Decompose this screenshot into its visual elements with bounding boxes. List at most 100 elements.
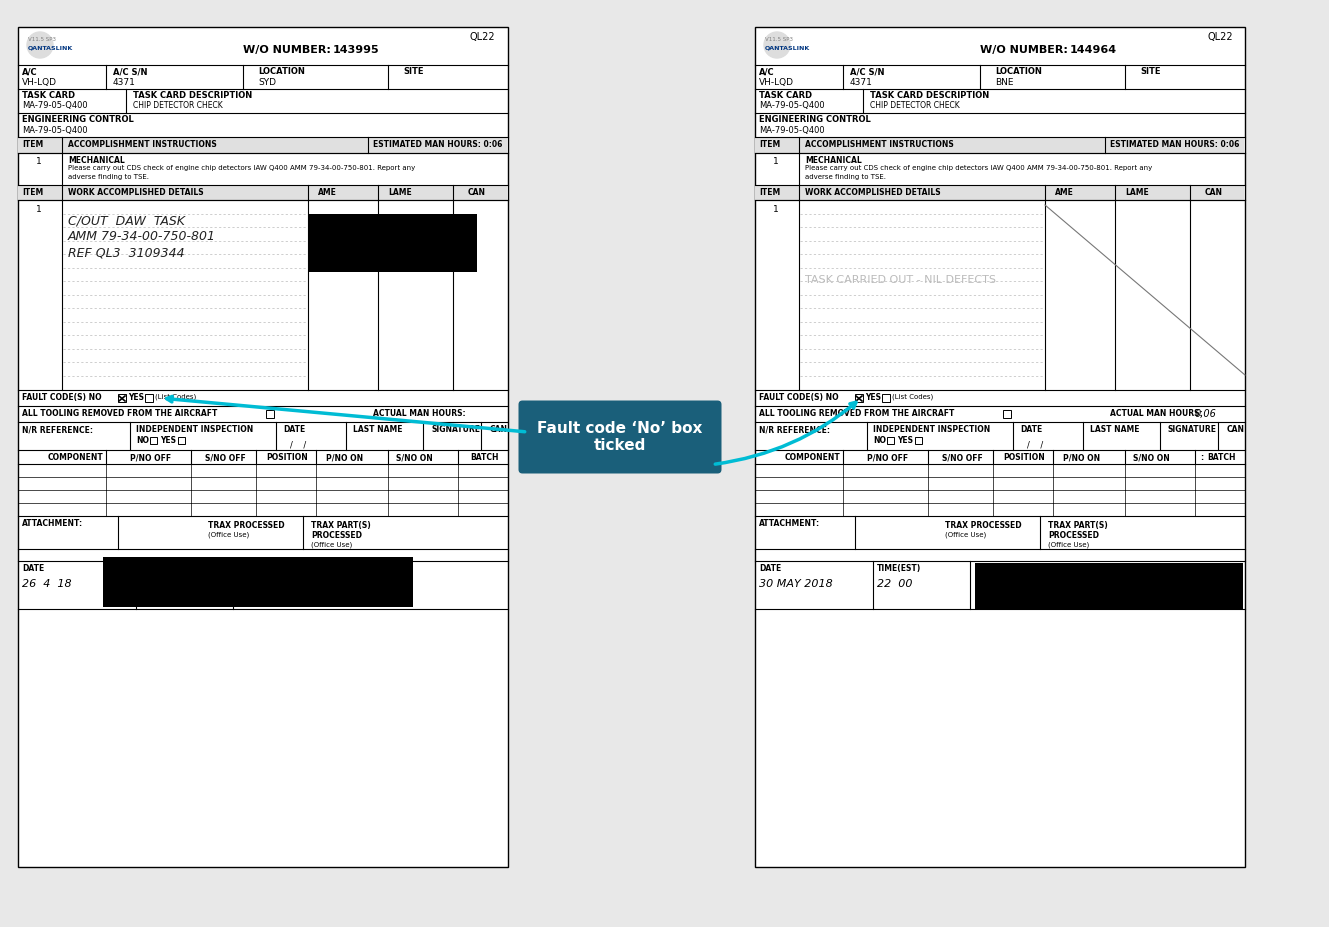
Text: ITEM: ITEM <box>23 140 44 149</box>
Text: MA-79-05-Q400: MA-79-05-Q400 <box>759 126 824 135</box>
Text: TRAX PART(S): TRAX PART(S) <box>311 521 371 530</box>
FancyBboxPatch shape <box>518 400 722 474</box>
Text: ESTIMATED MAN HOURS: 0:06: ESTIMATED MAN HOURS: 0:06 <box>373 140 502 149</box>
Bar <box>886 437 894 444</box>
Text: A/C: A/C <box>759 67 775 76</box>
Text: ALL TOOLING REMOVED FROM THE AIRCRAFT: ALL TOOLING REMOVED FROM THE AIRCRAFT <box>759 409 954 418</box>
Text: QL22: QL22 <box>470 32 496 42</box>
Bar <box>145 394 153 402</box>
Text: A/C S/N: A/C S/N <box>851 67 885 76</box>
Text: LAME: LAME <box>1126 188 1148 197</box>
Text: W/O NUMBER:: W/O NUMBER: <box>979 45 1069 55</box>
Text: REF QL3  3109344: REF QL3 3109344 <box>68 246 185 259</box>
Text: 1: 1 <box>773 205 779 214</box>
Text: 143995: 143995 <box>334 45 380 55</box>
Text: TIME(EST): TIME(EST) <box>877 564 921 573</box>
Bar <box>266 410 274 418</box>
Text: P/NO OFF: P/NO OFF <box>867 453 908 462</box>
Text: VH-LQD: VH-LQD <box>759 78 793 87</box>
Text: ENGINEERING CONTROL: ENGINEERING CONTROL <box>23 115 134 124</box>
Text: ACTUAL MAN HOURS:: ACTUAL MAN HOURS: <box>373 409 465 418</box>
Bar <box>975 563 1243 609</box>
Text: Please carry out CDS check of engine chip detectors IAW Q400 AMM 79-34-00-750-80: Please carry out CDS check of engine chi… <box>68 165 415 171</box>
Text: INDEPENDENT INSPECTION: INDEPENDENT INSPECTION <box>136 425 254 434</box>
Text: MECHANICAL: MECHANICAL <box>805 156 861 165</box>
Text: P/NO ON: P/NO ON <box>1063 453 1100 462</box>
Text: SIGNATURE: SIGNATURE <box>975 564 1025 573</box>
Bar <box>882 394 890 402</box>
Text: TRAX PROCESSED: TRAX PROCESSED <box>209 521 284 530</box>
Text: A/C S/N: A/C S/N <box>113 67 148 76</box>
Text: Please carry out CDS check of engine chip detectors IAW Q400 AMM 79-34-00-750-80: Please carry out CDS check of engine chi… <box>805 165 1152 171</box>
Text: S/NO OFF: S/NO OFF <box>942 453 982 462</box>
Text: /    /: / / <box>290 440 306 449</box>
Text: :: : <box>1200 453 1203 462</box>
Text: ALL TOOLING REMOVED FROM THE AIRCRAFT: ALL TOOLING REMOVED FROM THE AIRCRAFT <box>23 409 218 418</box>
Text: LOCATION: LOCATION <box>258 67 304 76</box>
Text: QANTASLINK: QANTASLINK <box>766 45 811 50</box>
Text: TRAX PROCESSED: TRAX PROCESSED <box>945 521 1022 530</box>
Text: P/NO ON: P/NO ON <box>326 453 363 462</box>
Text: 22  00: 22 00 <box>877 579 913 589</box>
Bar <box>104 557 413 607</box>
Text: TASK CARD DESCRIPTION: TASK CARD DESCRIPTION <box>133 91 253 100</box>
Text: DATE: DATE <box>1019 425 1042 434</box>
Text: MECHANICAL: MECHANICAL <box>68 156 125 165</box>
Text: ACTUAL MAN HOURS:: ACTUAL MAN HOURS: <box>1110 409 1203 418</box>
Text: TASK CARD DESCRIPTION: TASK CARD DESCRIPTION <box>870 91 989 100</box>
Text: (Office Use): (Office Use) <box>311 541 352 548</box>
Text: AMM 79-34-00-750-801: AMM 79-34-00-750-801 <box>68 230 217 243</box>
Text: P/NO OFF: P/NO OFF <box>130 453 171 462</box>
Text: MA-79-05-Q400: MA-79-05-Q400 <box>23 101 88 110</box>
Bar <box>855 394 863 402</box>
Text: 4371: 4371 <box>113 78 136 87</box>
Text: 4371: 4371 <box>851 78 873 87</box>
Text: (List Codes): (List Codes) <box>892 393 933 400</box>
Text: LAME: LAME <box>388 188 412 197</box>
Text: COMPONENT: COMPONENT <box>48 453 104 462</box>
Text: adverse finding to TSE.: adverse finding to TSE. <box>68 174 149 180</box>
Text: ACCOMPLISHMENT INSTRUCTIONS: ACCOMPLISHMENT INSTRUCTIONS <box>68 140 217 149</box>
Text: ACCOMPLISHMENT INSTRUCTIONS: ACCOMPLISHMENT INSTRUCTIONS <box>805 140 954 149</box>
Text: AME: AME <box>1055 188 1074 197</box>
Text: SYD: SYD <box>258 78 276 87</box>
Text: NO: NO <box>136 436 149 445</box>
Text: N/R REFERENCE:: N/R REFERENCE: <box>23 425 93 434</box>
Text: 0,06: 0,06 <box>1195 409 1217 419</box>
Text: POSITION: POSITION <box>266 453 308 462</box>
Text: PROCESSED: PROCESSED <box>311 531 361 540</box>
Bar <box>19 137 508 153</box>
Text: YES: YES <box>865 393 881 402</box>
Text: MA-79-05-Q400: MA-79-05-Q400 <box>23 126 88 135</box>
Text: W/O NUMBER:: W/O NUMBER: <box>243 45 331 55</box>
Text: 26  4  18: 26 4 18 <box>23 579 72 589</box>
Text: DATE: DATE <box>23 564 44 573</box>
Bar <box>755 137 1245 153</box>
Text: Fault code ‘No’ box
ticked: Fault code ‘No’ box ticked <box>537 421 703 453</box>
Text: INDEPENDENT INSPECTION: INDEPENDENT INSPECTION <box>873 425 990 434</box>
Text: C/OUT  DAW  TASK: C/OUT DAW TASK <box>68 214 185 227</box>
Text: COMPONENT: COMPONENT <box>785 453 841 462</box>
Text: CAN: CAN <box>490 425 508 434</box>
Bar <box>178 437 185 444</box>
Text: S/NO OFF: S/NO OFF <box>205 453 246 462</box>
Text: ITEM: ITEM <box>759 140 780 149</box>
Text: V11.5 SP3: V11.5 SP3 <box>766 37 793 42</box>
Text: BATCH: BATCH <box>470 453 498 462</box>
Text: 01  39: 01 39 <box>140 579 175 589</box>
Text: ESTIMATED MAN HOURS: 0:06: ESTIMATED MAN HOURS: 0:06 <box>1110 140 1240 149</box>
Text: ATTACHMENT:: ATTACHMENT: <box>759 519 820 528</box>
Text: LAST NAME: LAST NAME <box>1090 425 1139 434</box>
Text: ITEM: ITEM <box>759 188 780 197</box>
Text: (Office Use): (Office Use) <box>209 531 250 538</box>
Bar <box>310 214 477 272</box>
Text: S/NO ON: S/NO ON <box>396 453 433 462</box>
Circle shape <box>27 32 53 58</box>
Text: SIGNATURE: SIGNATURE <box>1168 425 1217 434</box>
Text: TASK CARRIED OUT - NIL DEFECTS: TASK CARRIED OUT - NIL DEFECTS <box>805 275 995 285</box>
Text: YES: YES <box>128 393 144 402</box>
Text: CAN: CAN <box>1205 188 1223 197</box>
Text: CHIP DETECTOR CHECK: CHIP DETECTOR CHECK <box>133 101 223 110</box>
Text: DATE: DATE <box>759 564 781 573</box>
Bar <box>150 437 157 444</box>
